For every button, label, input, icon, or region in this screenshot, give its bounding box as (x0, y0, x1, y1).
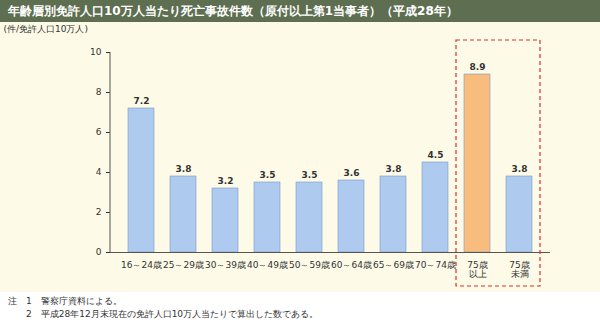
svg-text:2: 2 (96, 207, 102, 217)
svg-text:4: 4 (96, 167, 102, 177)
svg-text:60～64歳: 60～64歳 (331, 260, 372, 270)
svg-text:10: 10 (90, 47, 102, 57)
svg-text:8: 8 (96, 87, 102, 97)
svg-text:25～29歳: 25～29歳 (163, 260, 204, 270)
svg-text:3.8: 3.8 (512, 164, 528, 174)
svg-text:(件/免許人口10万人): (件/免許人口10万人) (4, 24, 89, 34)
svg-text:70～74歳: 70～74歳 (415, 260, 456, 270)
svg-text:40～49歳: 40～49歳 (247, 260, 288, 270)
html-text:2 平成28年12月末現在の免許人口10万人当たりで算出した: 2 平成28年12月末現在の免許人口10万人当たりで算出した数である。 (8, 309, 319, 319)
svg-text:8.9: 8.9 (470, 62, 486, 72)
html-text:注 1 警察庁資料による。: 注 1 警察庁資料による。 (8, 296, 122, 306)
svg-text:3.6: 3.6 (344, 168, 360, 178)
svg-text:0: 0 (96, 247, 102, 257)
svg-text:6: 6 (96, 127, 102, 137)
svg-text:3.5: 3.5 (260, 170, 276, 180)
svg-text:3.2: 3.2 (218, 176, 234, 186)
svg-text:75歳未満: 75歳未満 (509, 260, 529, 279)
svg-text:16～24歳: 16～24歳 (121, 260, 162, 270)
svg-text:30～39歳: 30～39歳 (205, 260, 246, 270)
svg-text:3.5: 3.5 (302, 170, 318, 180)
svg-text:65～69歳: 65～69歳 (373, 260, 414, 270)
svg-text:7.2: 7.2 (134, 96, 150, 106)
svg-text:3.8: 3.8 (386, 164, 402, 174)
svg-text:75歳以上: 75歳以上 (467, 260, 487, 279)
svg-text:4.5: 4.5 (428, 150, 444, 160)
svg-text:50～59歳: 50～59歳 (289, 260, 330, 270)
html-text:年齢層別免許人口10万人当たり死亡事故件数（原付以上第1当事: 年齢層別免許人口10万人当たり死亡事故件数（原付以上第1当事者）（平成28年） (8, 4, 458, 18)
svg-text:3.8: 3.8 (176, 164, 192, 174)
